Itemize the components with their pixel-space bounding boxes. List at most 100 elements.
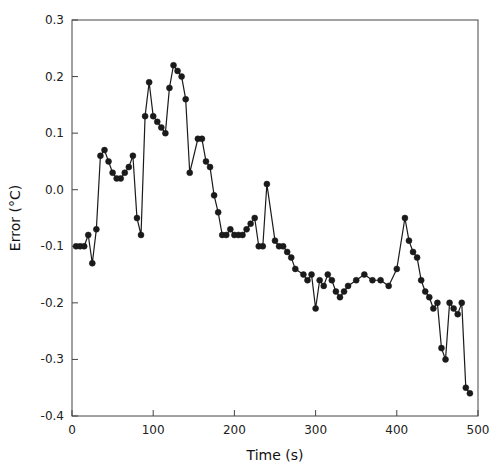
data-point [154,119,160,125]
data-point [134,215,140,221]
data-point [313,306,319,312]
data-line [76,65,470,393]
data-point [89,260,95,266]
y-tick [72,416,78,417]
data-point [467,390,473,396]
x-tick [72,410,73,416]
data-point [110,170,116,176]
x-tick [478,410,479,416]
y-tick-label: 0.3 [45,13,64,27]
data-point [345,283,351,289]
data-point [106,158,112,164]
data-point [97,153,103,159]
x-tick [153,410,154,416]
data-point [288,255,294,261]
data-point [207,164,213,170]
data-point [138,232,144,238]
data-point [447,300,453,306]
data-point [171,62,177,68]
data-point [158,124,164,130]
data-point [402,215,408,221]
data-point [223,232,229,238]
y-tick-label: -0.2 [41,296,64,310]
data-point [215,209,221,215]
data-point [272,238,278,244]
data-point [187,170,193,176]
data-point [118,175,124,181]
y-tick-label: 0.0 [45,183,64,197]
chart: 0 100 200 300 400 500 -0.4 -0.3 -0.2 -0.1 0.0 0.1 0.… [0,0,500,476]
y-tick [72,76,78,77]
y-tick [72,189,78,190]
data-point [426,294,432,300]
data-point [264,181,270,187]
data-point [130,153,136,159]
y-tick-label: 0.1 [45,126,64,140]
data-point [418,277,424,283]
data-point [386,283,392,289]
y-tick [72,359,78,360]
data-point [451,306,457,312]
y-axis-label: Error (°C) [7,185,23,251]
x-tick-label: 500 [467,423,490,437]
data-point [353,277,359,283]
data-point [317,277,323,283]
data-point [304,277,310,283]
data-point [162,130,168,136]
y-tick [72,302,78,303]
data-point [459,300,465,306]
data-point [284,249,290,255]
data-point [325,272,331,278]
data-point [455,311,461,317]
data-point [438,345,444,351]
y-tick [72,133,78,134]
data-point [463,385,469,391]
data-point [248,221,254,227]
data-point [422,289,428,295]
data-point [300,272,306,278]
data-point [394,266,400,272]
data-point [166,85,172,91]
data-point [260,243,266,249]
data-point [329,277,335,283]
data-point [203,158,209,164]
x-tick-label: 400 [385,423,408,437]
data-point [378,277,384,283]
plot-frame [72,20,478,416]
y-tick-label: -0.3 [41,352,64,366]
data-point [292,266,298,272]
data-point [361,272,367,278]
y-tick-label: -0.1 [41,239,64,253]
data-point [175,68,181,74]
data-point [369,277,375,283]
data-point [252,215,258,221]
x-tick [396,410,397,416]
data-point [430,306,436,312]
data-point [406,238,412,244]
y-tick-label: 0.2 [45,70,64,84]
data-point [183,96,189,102]
y-tick [72,20,78,21]
data-point [341,289,347,295]
x-tick-label: 200 [223,423,246,437]
data-point [414,255,420,261]
data-point [93,226,99,232]
data-point [81,243,87,249]
x-tick [234,410,235,416]
data-point [434,300,440,306]
data-point [126,164,132,170]
x-axis-label: Time (s) [246,447,304,463]
x-tick-label: 100 [142,423,165,437]
data-point [309,272,315,278]
data-point [240,232,246,238]
y-tick-label: -0.4 [41,409,64,423]
data-point [337,294,343,300]
x-tick-label: 0 [68,423,76,437]
data-point [333,289,339,295]
data-point [122,170,128,176]
data-point [199,136,205,142]
plot-area [73,62,473,396]
data-point [142,113,148,119]
x-tick [315,410,316,416]
x-tick-label: 300 [304,423,327,437]
